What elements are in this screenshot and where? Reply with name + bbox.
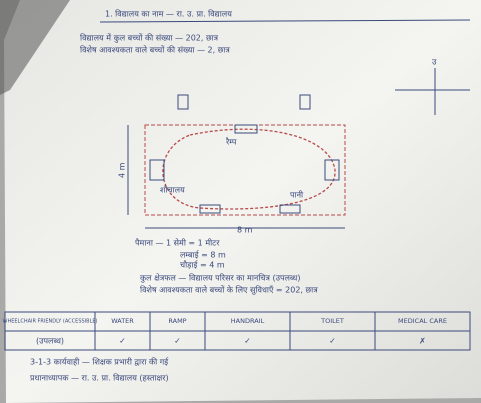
width-label: 4 m	[118, 162, 127, 178]
note: लम्बाई = 8 m	[180, 250, 226, 260]
table-header: TOILET	[320, 317, 344, 325]
paper	[4, 0, 481, 403]
table-header: WATER	[111, 317, 134, 325]
underline	[99, 19, 471, 23]
plan-label: पानी	[290, 190, 304, 200]
table-cell: ✓	[329, 337, 336, 346]
header-line: विशेष आवश्यकता वाले बच्चों की संख्या — 2…	[80, 45, 230, 55]
table-header: RAMP	[168, 317, 186, 325]
plan-label: रैम्प	[225, 137, 237, 147]
compass-north: उ	[432, 58, 437, 67]
length-label: 8 m	[237, 226, 253, 235]
table-cell: ✓	[174, 337, 181, 346]
note: चौड़ाई = 4 m	[180, 260, 225, 270]
table-header: WHEELCHAIR FRIENDLY (ACCESSIBLE)	[3, 319, 98, 325]
header-line: 1. विद्यालय का नाम — रा. उ. प्रा. विद्या…	[105, 9, 232, 19]
corner-shadow	[0, 0, 70, 95]
compass: उ	[395, 58, 470, 115]
footer-line: प्रधानाध्यापक — रा. उ. प्रा. विद्यालय (ह…	[30, 373, 169, 383]
footer-line: 3-1-3 कार्यवाही — शिक्षक प्रभारी द्वारा …	[30, 357, 169, 367]
note: पैमाना — 1 सेमी = 1 मीटर	[135, 238, 220, 248]
plan-label: शौचालय	[160, 185, 185, 195]
table-header: HANDRAIL	[231, 317, 265, 325]
site-plan: रैम्प शौचालय पानी 8 m 4 m	[118, 94, 346, 235]
note: विशेष आवश्यकता वाले बच्चों के लिए सुविधा…	[140, 285, 318, 296]
note: कुल क्षेत्रफल — विद्यालय परिसर का मानचित…	[140, 273, 300, 284]
header-line: विद्यालय में कुल बच्चों की संख्या — 202,…	[80, 33, 219, 44]
table-cell: ✓	[119, 337, 126, 346]
table-cell: (उपलब्ध)	[36, 337, 64, 346]
facilities-table: WHEELCHAIR FRIENDLY (ACCESSIBLE) WATER RAM…	[3, 311, 471, 351]
table-cell: ✓	[244, 337, 251, 346]
table-cell: ✗	[419, 337, 426, 346]
table-header: MEDICAL CARE	[398, 317, 447, 325]
